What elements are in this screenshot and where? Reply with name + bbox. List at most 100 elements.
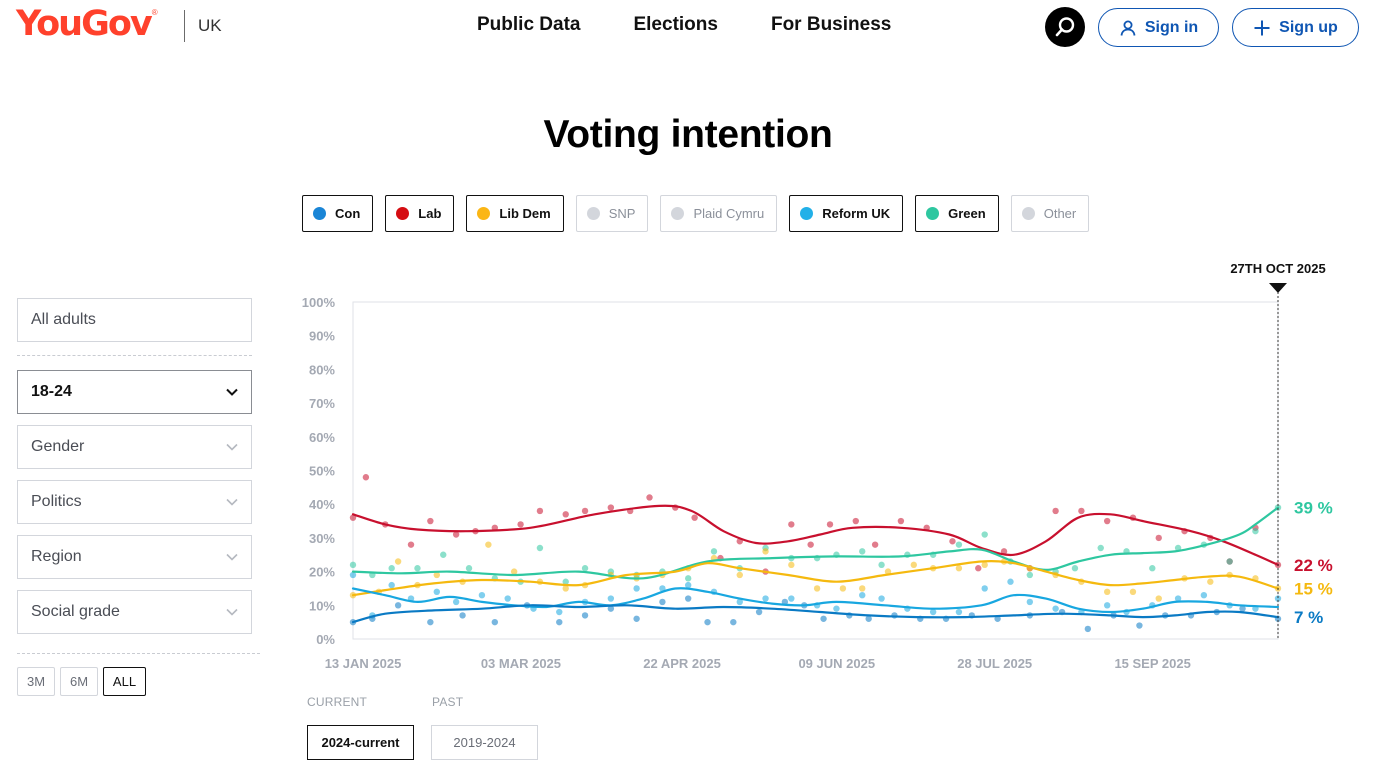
lib-dem-data-point [485, 541, 492, 548]
period-current-button[interactable]: 2024-current [307, 725, 414, 760]
reform-uk-data-point [1103, 602, 1111, 609]
con-end-label: 7 % [1294, 608, 1323, 627]
nav-public-data[interactable]: Public Data [477, 14, 581, 35]
green-data-point [349, 561, 357, 569]
lib-dem-trend-line [351, 560, 1280, 597]
politics-select[interactable]: Politics [17, 480, 252, 524]
politics-select-label: Politics [31, 493, 82, 510]
green-data-point [684, 575, 692, 582]
sign-in-button[interactable]: Sign in [1098, 8, 1219, 47]
green-data-point [414, 565, 421, 572]
social-grade-select[interactable]: Social grade [17, 590, 252, 634]
x-tick-label: 28 JUL 2025 [957, 656, 1032, 671]
lib-dem-data-point [710, 554, 718, 562]
green-data-point [929, 551, 937, 558]
y-tick-label: 50% [309, 464, 335, 479]
con-data-point [1161, 612, 1169, 619]
range-6m-button[interactable]: 6M [60, 667, 98, 696]
green-data-point [491, 575, 499, 582]
chevron-down-icon [226, 553, 238, 561]
age-select[interactable]: 18-24 [17, 370, 252, 414]
green-data-point [788, 554, 795, 562]
region-divider [184, 10, 185, 42]
con-data-point [1136, 622, 1143, 629]
green-data-point [1274, 504, 1282, 511]
sign-up-button[interactable]: Sign up [1232, 8, 1359, 47]
legend-reform-uk[interactable]: Reform UK [789, 195, 904, 232]
period-past-button[interactable]: 2019-2024 [431, 725, 538, 760]
reform-uk-data-point [452, 598, 460, 606]
logo-registered-mark: ® [151, 7, 158, 17]
reform-uk-data-point [859, 591, 866, 599]
green-data-point [1007, 558, 1014, 565]
lib-dem-data-point [1129, 588, 1137, 596]
lib-dem-data-point [536, 578, 544, 585]
lab-data-point [1207, 534, 1214, 542]
green-data-point [1149, 565, 1156, 572]
lib-dem-data-point [433, 571, 440, 579]
reform-uk-data-point [1052, 605, 1059, 612]
range-3m-button[interactable]: 3M [17, 667, 55, 696]
x-tick-label: 03 MAR 2025 [481, 656, 561, 671]
nav-for-business[interactable]: For Business [770, 14, 892, 35]
legend-green[interactable]: Green [915, 195, 999, 232]
green-data-point [388, 565, 395, 572]
legend-plaid-cymru-label: Plaid Cymru [693, 206, 765, 221]
x-tick-label: 15 SEP 2025 [1114, 656, 1190, 671]
green-data-point [465, 565, 473, 572]
lab-data-point [1052, 507, 1059, 515]
sign-in-label: Sign in [1144, 18, 1199, 36]
lab-data-point [826, 521, 834, 528]
chevron-down-icon [226, 498, 238, 506]
lib-dem-data-point [839, 585, 847, 592]
chevron-down-icon [226, 443, 238, 451]
current-period-label: CURRENT [307, 695, 368, 709]
legend-other[interactable]: Other [1010, 195, 1090, 232]
green-data-point [517, 578, 524, 585]
lab-dot-icon [396, 207, 410, 220]
region-label[interactable]: UK [198, 16, 222, 35]
lib-dem-data-point [1252, 575, 1259, 582]
audience-filter[interactable]: All adults [17, 298, 252, 342]
legend-lib-dem[interactable]: Lib Dem [466, 195, 564, 232]
nav-elections[interactable]: Elections [633, 14, 718, 35]
con-data-point [994, 615, 1001, 622]
search-button[interactable] [1045, 7, 1085, 47]
lab-data-point [807, 541, 814, 548]
green-data-point [859, 548, 866, 555]
reform-uk-data-point [1149, 602, 1156, 609]
age-select-value: 18-24 [31, 383, 72, 400]
plaid-cymru-dot-icon [671, 207, 685, 220]
legend-plaid-cymru[interactable]: Plaid Cymru [660, 195, 778, 232]
gender-select[interactable]: Gender [17, 425, 252, 469]
lab-end-label: 22 % [1294, 556, 1333, 575]
range-all-button[interactable]: ALL [103, 667, 146, 696]
lab-data-point [536, 507, 544, 515]
con-data-point [1187, 612, 1195, 619]
legend-snp[interactable]: SNP [575, 195, 649, 232]
y-tick-label: 100% [302, 295, 336, 310]
legend-lab[interactable]: Lab [385, 195, 455, 232]
reform-uk-data-point [1252, 605, 1259, 612]
lab-data-point [672, 504, 679, 511]
lab-data-point [975, 565, 982, 572]
reform-uk-data-point [929, 608, 937, 616]
green-data-point [1200, 541, 1208, 548]
y-tick-label: 20% [309, 565, 335, 580]
yougov-logo[interactable]: YouGov ® [16, 4, 158, 44]
lab-data-point [1129, 514, 1137, 521]
con-data-point [1239, 605, 1246, 612]
con-data-point [581, 612, 589, 619]
gender-select-label: Gender [31, 438, 85, 455]
green-data-point [736, 565, 743, 572]
region-select[interactable]: Region [17, 535, 252, 579]
reform-uk-data-point [981, 585, 988, 592]
lab-data-point [581, 507, 589, 515]
audience-filter-label: All adults [31, 311, 96, 328]
con-data-point [865, 615, 872, 622]
lab-data-point [349, 514, 357, 521]
lib-dem-data-point [910, 561, 918, 569]
legend-con[interactable]: Con [302, 195, 374, 232]
con-data-point [349, 618, 357, 626]
chevron-down-icon [226, 608, 238, 616]
